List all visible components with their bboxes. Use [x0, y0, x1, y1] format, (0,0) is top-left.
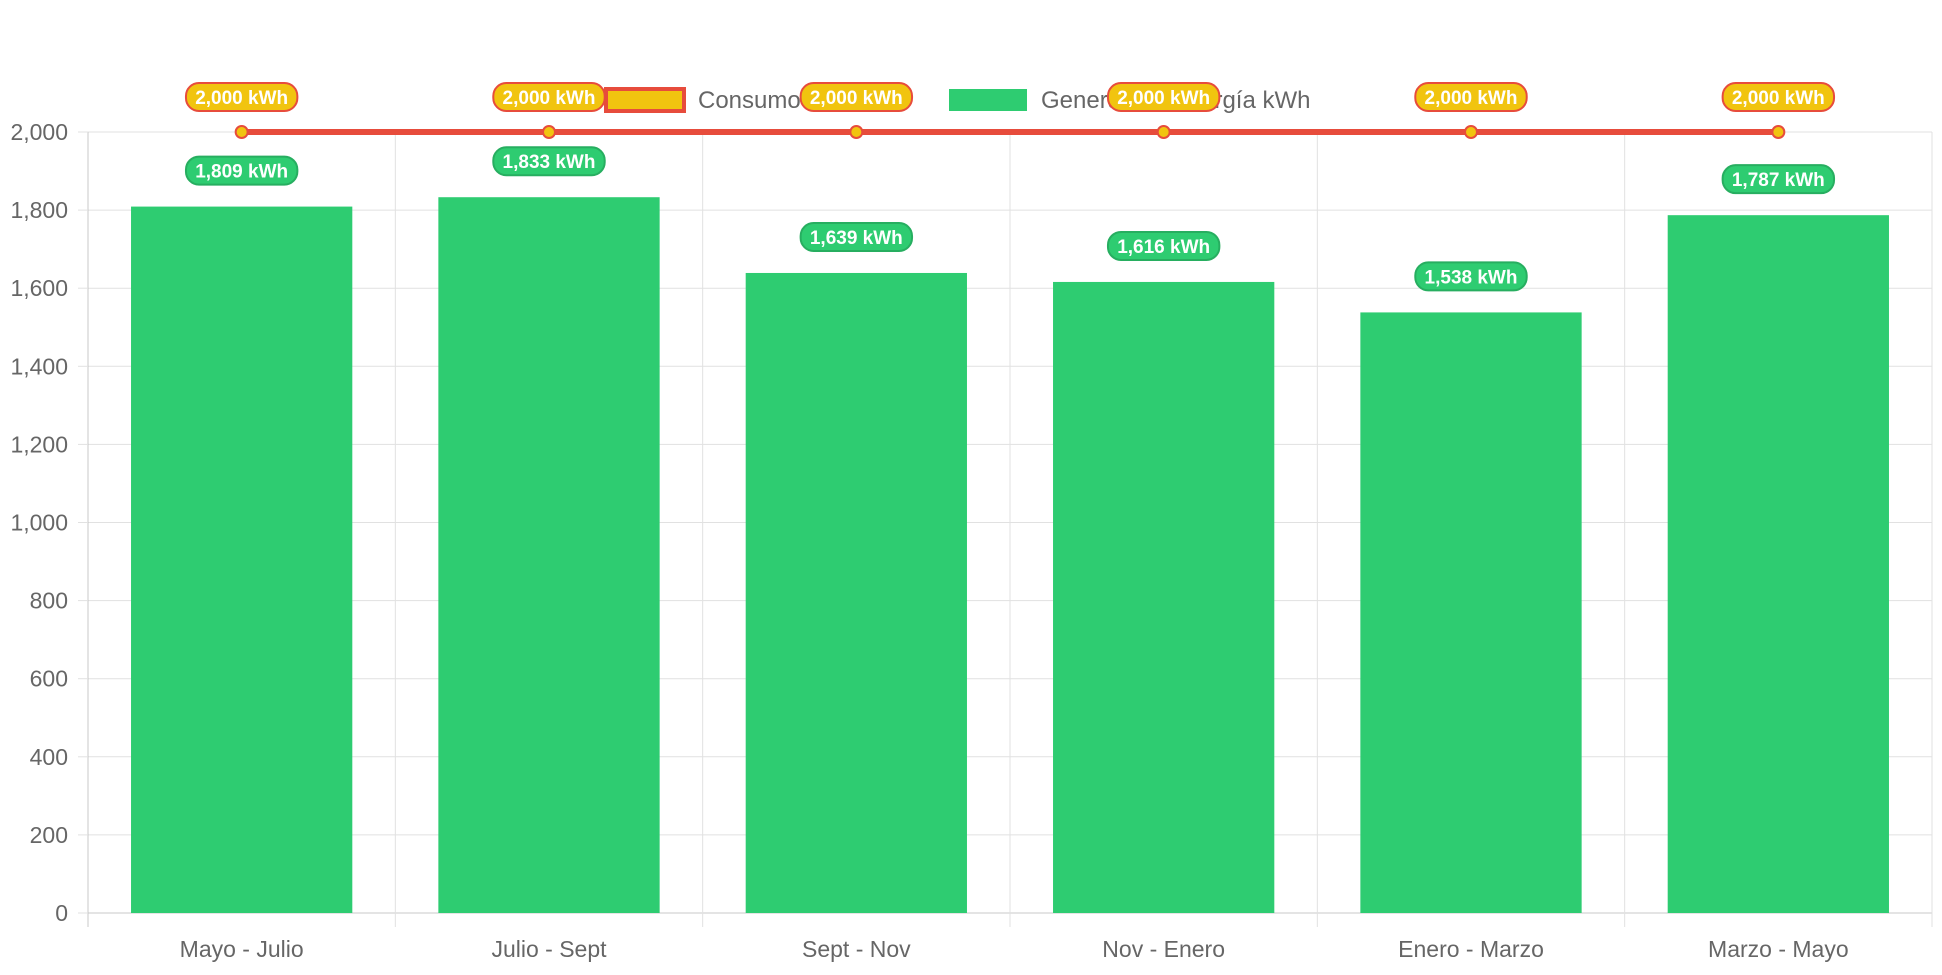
y-tick-label: 1,200 [10, 431, 68, 457]
bar-value-label-background [184, 155, 299, 186]
line-point[interactable] [1464, 125, 1478, 139]
line-value-label: 2,000 kWh [184, 82, 299, 112]
bar-value-label-text: 1,616 kWh [1117, 237, 1210, 258]
bars [131, 197, 1889, 914]
bar-value-label-background [492, 146, 606, 177]
bar-value-label: 1,639 kWh [799, 221, 914, 252]
line-point[interactable] [1771, 125, 1786, 139]
x-tick-label: Mayo - Julio [180, 936, 304, 962]
line-value-label-text: 2,000 kWh [1732, 88, 1825, 109]
x-tick-label: Nov - Enero [1102, 936, 1225, 962]
bar-value-label-text: 1,639 kWh [810, 228, 903, 249]
bar-value-label: 1,787 kWh [1721, 164, 1836, 195]
bar-value-label-text: 1,538 kWh [1425, 267, 1518, 288]
bar[interactable] [438, 197, 660, 913]
line-point[interactable] [234, 125, 249, 139]
y-tick-label: 0 [55, 900, 68, 926]
legend-swatch [604, 87, 686, 113]
bar[interactable] [1053, 281, 1275, 913]
line-value-label-background [1721, 82, 1836, 112]
line-point[interactable] [849, 125, 864, 139]
y-tick-label: 800 [30, 588, 68, 614]
y-tick-label: 1,600 [10, 275, 68, 301]
line-value-label: 2,000 kWh [1106, 82, 1221, 112]
axes: 0 200 400 600 800 1,000 1,200 1,400 1,600 1,800 2,… [10, 119, 1848, 962]
bar-value-label: 1,616 kWh [1106, 230, 1221, 261]
x-tick-label: Julio - Sept [491, 936, 607, 962]
bar[interactable] [1667, 215, 1889, 913]
bar-value-label-text: 1,833 kWh [503, 152, 596, 173]
bar-value-label: 1,833 kWh [492, 146, 606, 177]
bar-value-label-background [1721, 164, 1836, 195]
grid [87, 131, 1933, 927]
line-value-label: 2,000 kWh [492, 82, 606, 112]
line-value-label: 2,000 kWh [1721, 82, 1836, 112]
line-value-label-text: 2,000 kWh [810, 88, 903, 109]
line-point[interactable] [542, 125, 556, 139]
y-tick-label: 1,000 [10, 510, 68, 536]
line-value-label: 2,000 kWh [799, 82, 914, 112]
line-value-label-background [1414, 82, 1528, 112]
line-value-label-text: 2,000 kWh [1117, 88, 1210, 109]
x-tick-label: Enero - Marzo [1398, 936, 1544, 962]
bar[interactable] [1360, 312, 1582, 913]
line-value-label-text: 2,000 kWh [195, 88, 288, 109]
bar-value-label: 1,809 kWh [184, 155, 299, 186]
x-tick-label: Sept - Nov [802, 936, 911, 962]
y-tick-label: 200 [30, 822, 68, 848]
line-value-label: 2,000 kWh [1414, 82, 1528, 112]
bar-value-label-background [1106, 230, 1221, 261]
bar[interactable] [745, 272, 967, 914]
legend-swatch [949, 89, 1027, 111]
data-labels: 1,809 kWh 1,833 kWh 1,639 kWh 1,616 kWh 1,53… [184, 82, 1836, 292]
line-value-label-background [184, 82, 299, 112]
x-tick-label: Marzo - Mayo [1708, 936, 1849, 962]
y-tick-label: 2,000 [10, 119, 68, 145]
y-tick-label: 1,400 [10, 353, 68, 379]
line-point[interactable] [1156, 125, 1171, 139]
line-value-label-background [492, 82, 606, 112]
line-value-label-background [799, 82, 914, 112]
y-tick-label: 1,800 [10, 197, 68, 223]
bar[interactable] [131, 206, 353, 913]
y-tick-label: 600 [30, 666, 68, 692]
line-series [234, 125, 1786, 139]
line-value-label-background [1106, 82, 1221, 112]
y-tick-label: 400 [30, 744, 68, 770]
bar-value-label-background [799, 221, 914, 252]
line-value-label-text: 2,000 kWh [503, 88, 596, 109]
bar-value-label: 1,538 kWh [1414, 261, 1528, 292]
bar-value-label-text: 1,809 kWh [195, 162, 288, 183]
line-value-label-text: 2,000 kWh [1425, 88, 1518, 109]
bar-value-label-text: 1,787 kWh [1732, 170, 1825, 191]
bar-value-label-background [1414, 261, 1528, 292]
